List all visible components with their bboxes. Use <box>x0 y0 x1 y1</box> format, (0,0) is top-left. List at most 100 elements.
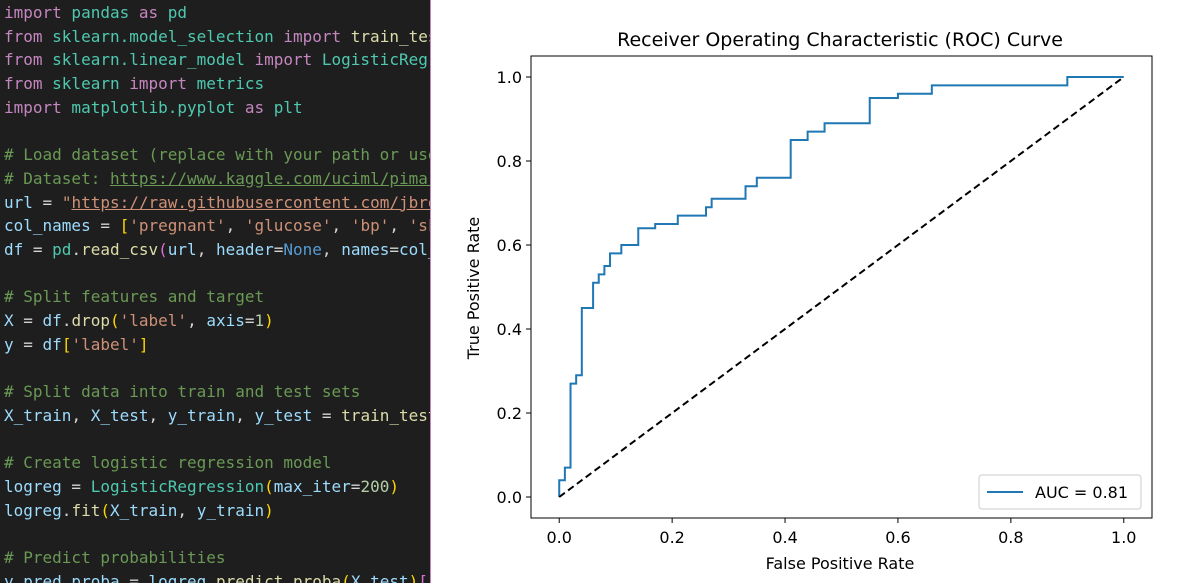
code-token: https://raw.githubusercontent.com/jbrown… <box>71 192 430 212</box>
code-line: y_pred_proba = logreg.predict_proba(X_te… <box>4 570 428 583</box>
code-token: from <box>4 26 43 46</box>
code-token: # Split data into train and test sets <box>4 382 361 402</box>
code-token: as <box>244 97 265 117</box>
code-token: df <box>42 311 62 331</box>
code-token: = <box>273 240 284 259</box>
code-line: col_names = ['pregnant', 'glucose', 'bp'… <box>4 214 430 238</box>
code-token: 'label' <box>119 311 188 331</box>
code-token: url <box>167 240 197 259</box>
y-tick-label: 0.6 <box>497 236 522 255</box>
code-token: import <box>254 50 313 70</box>
code-token: . <box>206 571 216 583</box>
code-token: = <box>350 477 361 496</box>
code-token: [ <box>418 571 428 583</box>
code-token: pandas <box>61 3 139 22</box>
code-token: pd <box>158 3 188 22</box>
roc-curve-line <box>558 76 1124 497</box>
code-token: , <box>321 240 342 259</box>
code-token: = <box>244 311 255 331</box>
chance-diagonal-line <box>558 76 1125 498</box>
code-token: predict_proba <box>215 571 342 583</box>
code-token: names <box>341 240 390 259</box>
series-layer <box>558 76 1125 498</box>
code-token: train_test_split <box>350 26 430 46</box>
code-token: logreg <box>4 477 62 496</box>
code-token: = <box>389 240 399 259</box>
roc-chart-svg: Receiver Operating Characteristic (ROC) … <box>464 29 1153 573</box>
code-token: , <box>235 405 255 425</box>
code-token: as <box>138 3 159 22</box>
code-token: , <box>71 405 91 425</box>
code-token: , <box>148 405 168 425</box>
code-token: , <box>196 240 216 259</box>
code-token: ( <box>341 571 351 583</box>
code-token: X <box>4 311 14 331</box>
code-token: ) <box>264 500 274 520</box>
code-token: header <box>215 240 274 259</box>
axis-ticks: 0.0 0.2 0.4 0.6 0.8 1.0 0.0 0.2 0.4 0.6 0.8 1.0 <box>497 68 1137 547</box>
code-token: [ <box>61 334 72 354</box>
code-token: col_names <box>4 216 91 236</box>
x-tick-label: 0.0 <box>547 528 572 547</box>
code-token: import <box>283 26 342 46</box>
code-token: 'pregnant' <box>129 216 226 236</box>
code-token: import <box>4 97 62 117</box>
roc-plot: Receiver Operating Characteristic (ROC) … <box>431 0 1199 583</box>
code-token: ) <box>389 477 399 496</box>
code-token: 1 <box>254 311 265 331</box>
code-token: plt <box>264 97 303 117</box>
x-tick-label: 0.2 <box>659 528 684 547</box>
code-token: = <box>13 311 43 331</box>
code-line: # Load dataset (replace with your path o… <box>4 143 431 167</box>
code-token: ( <box>100 500 110 520</box>
code-token: metrics <box>187 74 265 94</box>
code-line: df = pd.read_csv(url, header=None, names… <box>4 238 430 262</box>
code-token: sklearn <box>42 74 130 94</box>
code-line: logreg = LogisticRegression(max_iter=200… <box>4 475 399 499</box>
code-token: max_iter <box>273 477 351 496</box>
code-line: y = df['label'] <box>4 333 149 357</box>
code-token: drop <box>71 311 110 331</box>
x-tick-label: 0.8 <box>998 528 1023 547</box>
code-token: # Load dataset (replace with your path o… <box>4 145 431 165</box>
code-token: matplotlib.pyplot <box>61 97 245 117</box>
code-editor[interactable]: import pandas as pd from sklearn.model_se… <box>0 0 431 583</box>
code-token: = <box>23 240 53 259</box>
code-token: . <box>71 240 82 259</box>
code-token: from <box>4 50 43 70</box>
legend-box <box>978 474 1142 510</box>
x-tick-label: 1.0 <box>1111 528 1136 547</box>
code-token: axis <box>206 311 245 331</box>
code-token: = <box>61 477 91 496</box>
code-token: , <box>187 311 207 331</box>
code-token: import <box>129 74 188 94</box>
code-token: = <box>32 192 62 212</box>
code-token: read_csv <box>81 240 159 259</box>
code-token: = <box>90 216 120 236</box>
code-token: 'bp' <box>350 216 390 236</box>
code-line: logreg.fit(X_train, y_train) <box>4 499 274 523</box>
code-line: # Dataset: https://www.kaggle.com/uciml/… <box>4 167 430 191</box>
code-token: [ <box>119 216 130 236</box>
plot-area-frame <box>530 55 1153 519</box>
code-line: from sklearn import metrics <box>4 72 264 96</box>
code-token: = <box>119 571 149 583</box>
legend: AUC = 0.81 <box>978 474 1142 510</box>
code-token: url <box>4 192 33 212</box>
code-token: y_pred_proba <box>4 571 120 583</box>
code-token: ) <box>408 571 419 583</box>
code-token: # Predict probabilities <box>4 548 226 568</box>
code-token: , <box>225 216 245 236</box>
code-token: ( <box>158 240 168 259</box>
y-axis-label: True Positive Rate <box>464 217 483 361</box>
code-token: https://www.kaggle.com/uciml/pima-indian… <box>109 168 430 188</box>
code-token: 'label' <box>71 334 139 354</box>
code-token: pd <box>52 240 72 259</box>
code-token: y_test <box>254 405 313 425</box>
legend-label-roc: AUC = 0.81 <box>1035 483 1128 502</box>
code-token: df <box>4 240 24 259</box>
code-token: logreg <box>4 500 62 520</box>
code-token: 200 <box>360 477 390 496</box>
code-token: X_test <box>90 405 149 425</box>
code-token: import <box>4 3 62 22</box>
